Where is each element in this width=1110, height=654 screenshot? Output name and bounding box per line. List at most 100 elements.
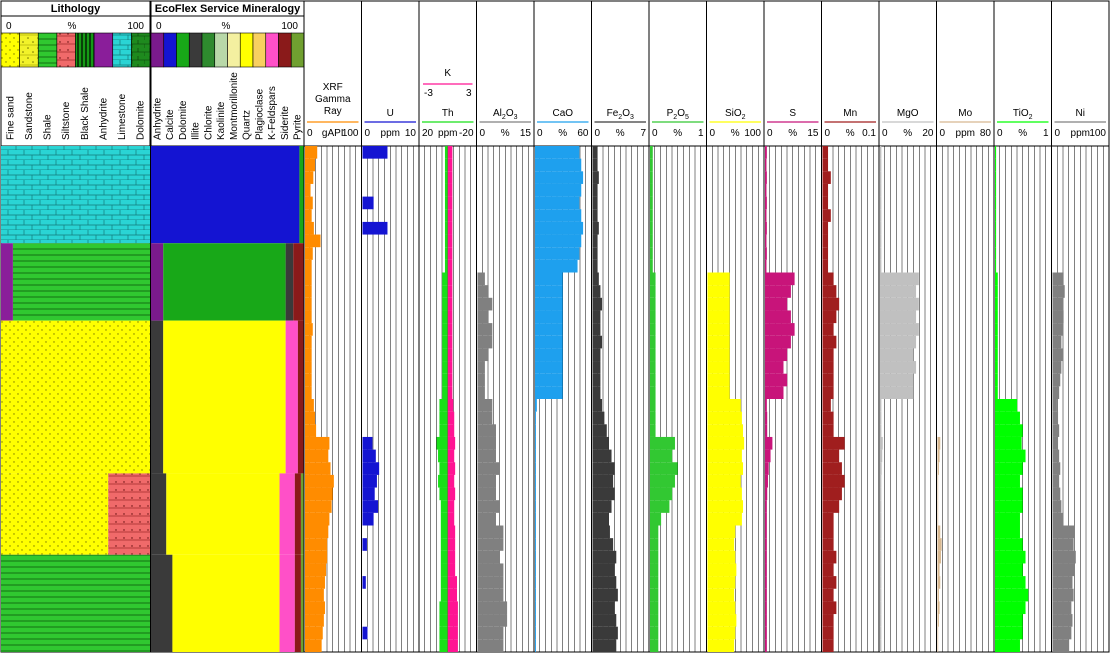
- bar-tio2-31: [995, 538, 1023, 551]
- bar-tio2-14: [995, 323, 998, 336]
- track-title-part-2: O: [506, 108, 514, 119]
- mineralogy-interval-4-Siderite: [294, 554, 301, 652]
- bar-cao-4: [535, 196, 580, 210]
- bar-u-26: [362, 474, 377, 488]
- bar-mn-3: [822, 183, 829, 197]
- th-bar-0: [444, 146, 448, 159]
- th-bar-35: [440, 588, 448, 602]
- th-bar-34: [440, 576, 448, 589]
- bar-cao-35: [535, 588, 536, 602]
- bar-mn-33: [822, 563, 834, 577]
- bar-mo-37: [937, 614, 939, 627]
- bar-p2o5-27: [650, 487, 673, 501]
- bar-fe2o3-4: [592, 196, 598, 210]
- bar-xrf-gamma-ray-36: [305, 601, 325, 615]
- lithology-swatch-shale: [37, 32, 58, 68]
- th-bar-13: [442, 310, 448, 324]
- bar-xrf-gamma-ray-37: [305, 614, 324, 627]
- bar-cao-9: [535, 259, 578, 273]
- bar-mgo-37: [880, 614, 882, 627]
- track-scale-max-p2o5: 1: [698, 128, 704, 139]
- bar-fe2o3-30: [592, 525, 610, 539]
- bar-u-28: [362, 500, 379, 513]
- bar-mo-28: [937, 500, 939, 513]
- lithology-interval-1-shale: [12, 243, 151, 321]
- bar-sio2-21: [707, 411, 742, 425]
- k-bar-17: [447, 361, 453, 374]
- bar-cao-36: [535, 601, 536, 615]
- bar-mn-10: [822, 272, 834, 286]
- bar-s-0: [765, 146, 767, 159]
- bar-mgo-21: [880, 411, 882, 425]
- bar-p2o5-33: [650, 563, 659, 577]
- bar-s-22: [765, 424, 768, 437]
- bar-fe2o3-33: [592, 563, 615, 577]
- lithology-scale-min: 0: [6, 21, 12, 32]
- k-bar-20: [447, 399, 454, 412]
- bar-mn-36: [822, 601, 837, 615]
- bar-al2o3-11: [477, 285, 489, 298]
- track-scale-min-mo: 0: [940, 128, 946, 139]
- mineralogy-interval-3-Illite: [151, 473, 167, 555]
- bar-mgo-32: [880, 550, 882, 564]
- track-title-xrf-gamma-ray-2: Ray: [324, 106, 342, 117]
- bar-mo-36: [937, 601, 940, 615]
- bar-al2o3-24: [477, 449, 496, 463]
- bar-al2o3-29: [477, 512, 496, 526]
- bar-ni-20: [1052, 399, 1057, 412]
- bar-ni-26: [1052, 474, 1060, 488]
- bar-p2o5-18: [650, 373, 656, 387]
- k-bar-7: [447, 234, 453, 248]
- bar-ni-24: [1052, 449, 1060, 463]
- bar-ni-39: [1052, 639, 1070, 652]
- bar-xrf-gamma-ray-24: [305, 449, 329, 463]
- track-scale-min-fe2o3: 0: [595, 128, 601, 139]
- th-bar-11: [442, 285, 448, 298]
- bar-mgo-25: [880, 462, 882, 475]
- bar-s-19: [765, 386, 784, 399]
- th-bar-29: [440, 512, 448, 526]
- bar-ni-31: [1052, 538, 1074, 551]
- lithology-swatch-limestone: [112, 32, 132, 68]
- bar-s-17: [765, 361, 784, 374]
- track-title-part-0: SiO: [725, 108, 742, 119]
- track-scale-unit-ni: ppm: [1071, 128, 1090, 139]
- bar-cao-34: [535, 576, 536, 589]
- bar-p2o5-36: [650, 601, 659, 615]
- th-bar-1: [444, 158, 448, 172]
- track-scale-min-th: 20: [422, 128, 434, 139]
- track-title-sio2: SiO2: [725, 108, 746, 121]
- track-scale-max-mo: 80: [980, 128, 992, 139]
- bar-u-0: [362, 146, 388, 159]
- track-scale-max-tio2: 1: [1043, 128, 1049, 139]
- mineralogy-scale-min: 0: [156, 21, 162, 32]
- k-bar-9: [447, 259, 453, 273]
- bar-xrf-gamma-ray-19: [305, 386, 312, 399]
- mineralogy-swatch-10: [278, 32, 292, 68]
- bar-cao-27: [535, 487, 536, 501]
- bar-tio2-28: [995, 500, 1023, 513]
- bar-fe2o3-28: [592, 500, 612, 513]
- bar-s-29: [765, 512, 767, 526]
- bar-ni-16: [1052, 348, 1063, 362]
- track-scale-max-fe2o3: 7: [640, 128, 646, 139]
- bar-xrf-gamma-ray-7: [305, 234, 321, 248]
- bar-cao-15: [535, 335, 563, 349]
- bar-s-31: [765, 538, 767, 551]
- bar-xrf-gamma-ray-27: [305, 487, 333, 501]
- bar-cao-11: [535, 285, 563, 298]
- mineralogy-label-4: Chlorite: [203, 105, 214, 140]
- bar-xrf-gamma-ray-12: [305, 297, 312, 311]
- track-k-label: K: [444, 68, 451, 79]
- bar-tio2-4: [995, 196, 997, 210]
- bar-mn-22: [822, 424, 834, 437]
- mineralogy-swatch-1: [163, 32, 177, 68]
- track-title-u: U: [387, 108, 394, 119]
- bar-cao-14: [535, 323, 563, 336]
- mineralogy-scale-max: 100: [281, 21, 298, 32]
- th-bar-9: [444, 259, 448, 273]
- bar-p2o5-9: [650, 259, 653, 273]
- track-scale-min-cao: 0: [537, 128, 543, 139]
- bar-p2o5-38: [650, 626, 659, 640]
